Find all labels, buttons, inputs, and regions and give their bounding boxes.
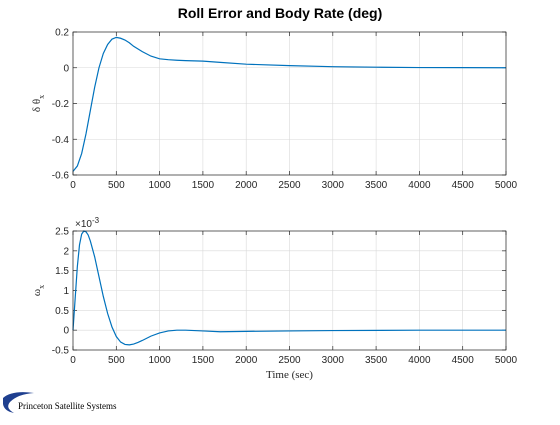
y-tick-label: 2 <box>63 246 69 257</box>
x-tick-label: 5000 <box>495 355 518 366</box>
y-tick-label: -0.2 <box>52 99 70 110</box>
y-axis-label: δ θx <box>31 95 46 112</box>
y-exponent-label: ×10-3 <box>75 216 100 230</box>
y-tick-label: 0 <box>63 326 69 337</box>
axes-frame <box>72 230 507 351</box>
x-tick-label: 5000 <box>495 180 518 191</box>
x-tick-label: 0 <box>70 180 76 191</box>
x-tick-label: 2500 <box>278 355 301 366</box>
y-tick-label: 0.5 <box>55 306 69 317</box>
y-tick-label: 0.2 <box>55 28 69 39</box>
x-tick-label: 2000 <box>235 355 258 366</box>
x-tick-label: 3000 <box>322 355 345 366</box>
x-tick-label: 2000 <box>235 180 258 191</box>
x-tick-label: 1000 <box>148 355 171 366</box>
y-tick-label: 1 <box>63 286 69 297</box>
y-tick-label: 2.5 <box>55 227 69 238</box>
y-tick-label: -0.5 <box>52 346 70 357</box>
x-tick-label: 500 <box>108 355 125 366</box>
y-tick-label: -0.6 <box>52 171 70 182</box>
x-tick-label: 3500 <box>365 180 388 191</box>
y-tick-label: 0 <box>63 63 69 74</box>
x-tick-label: 4500 <box>452 355 475 366</box>
y-tick-label: -0.4 <box>52 135 70 146</box>
axes-frame <box>72 31 507 176</box>
x-axis-label: Time (sec) <box>266 369 313 381</box>
y-tick-label: 1.5 <box>55 266 69 277</box>
y-axis-label: ωx <box>31 285 46 296</box>
x-tick-label: 1500 <box>192 180 215 191</box>
x-tick-label: 3000 <box>322 180 345 191</box>
x-tick-label: 1500 <box>192 355 215 366</box>
x-tick-label: 0 <box>70 355 76 366</box>
x-tick-label: 4500 <box>452 180 475 191</box>
x-tick-label: 1000 <box>148 180 171 191</box>
footer-text: Princeton Satellite Systems <box>18 401 117 411</box>
series-line <box>72 36 507 172</box>
figure-title: Roll Error and Body Rate (deg) <box>178 5 383 21</box>
pss-logo: Princeton Satellite Systems <box>3 392 117 413</box>
pss-logo-swoosh-icon <box>3 392 34 413</box>
x-tick-label: 3500 <box>365 355 388 366</box>
body-rate-axes: 0 500 1000 1500 2000 2500 3000 3500 4000 4500 5000… <box>31 216 518 381</box>
x-tick-label: 2500 <box>278 180 301 191</box>
roll-error-axes: 0 500 1000 1500 2000 2500 3000 3500 4000 4500 5000… <box>31 28 518 192</box>
x-tick-label: 500 <box>108 180 125 191</box>
x-tick-label: 4000 <box>408 355 431 366</box>
x-tick-label: 4000 <box>408 180 431 191</box>
